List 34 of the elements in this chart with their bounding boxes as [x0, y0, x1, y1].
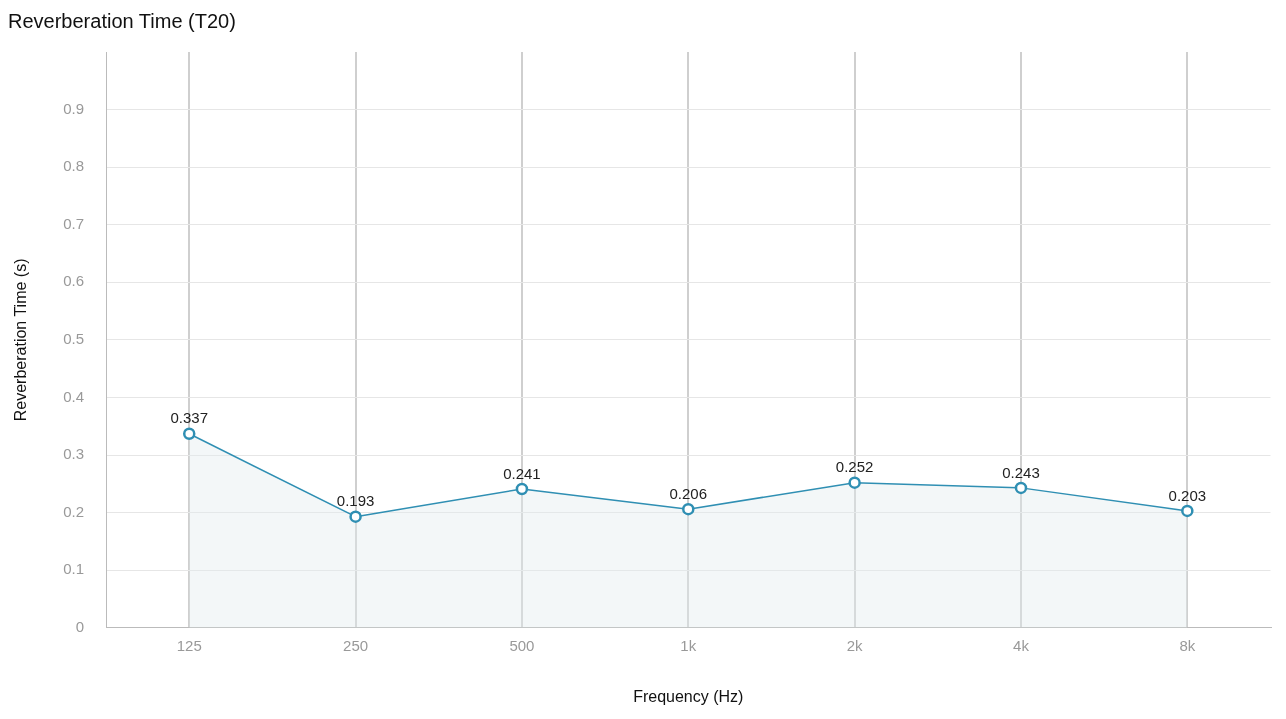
- data-label: 0.252: [835, 458, 874, 476]
- y-tick-label: 0.7: [63, 214, 85, 232]
- data-label: 0.203: [1168, 486, 1207, 504]
- x-axis-title: Frequency (Hz): [633, 687, 744, 705]
- y-tick-label: 0: [75, 617, 85, 635]
- data-label: 0.241: [503, 464, 541, 482]
- point: [182, 427, 196, 441]
- y-tick-label: 0.3: [63, 445, 85, 463]
- data-label: 0.206: [669, 484, 708, 502]
- data-label: 0.243: [1002, 463, 1040, 481]
- y-tick-label: 0.6: [63, 272, 85, 290]
- y-tick-label: 0.8: [63, 157, 85, 175]
- x-tick-label: 2k: [846, 636, 864, 654]
- point: [682, 502, 695, 516]
- x-tick-label: 1k: [680, 636, 697, 654]
- x-tick-label: 4k: [1013, 636, 1030, 654]
- x-tick-label: 500: [509, 636, 535, 654]
- x-tick-label: 250: [343, 636, 369, 654]
- point: [1014, 481, 1028, 495]
- y-tick-label: 0.4: [63, 387, 85, 405]
- x-tick-label: 125: [176, 636, 202, 654]
- y-axis-title: Reverberation Time (s): [12, 258, 30, 422]
- point: [515, 482, 529, 496]
- point: [848, 476, 861, 489]
- y-tick-label: 0.9: [63, 99, 85, 117]
- y-tick-label: 0.5: [63, 330, 85, 348]
- chart-title: Reverberation Time (T20): [8, 9, 236, 32]
- y-tick-label: 0.2: [63, 502, 85, 520]
- point: [1181, 504, 1194, 518]
- point: [349, 510, 362, 523]
- data-label: 0.193: [336, 492, 375, 510]
- y-tick-label: 0.1: [63, 560, 85, 578]
- data-label: 0.337: [170, 409, 208, 427]
- x-tick-label: 8k: [1179, 636, 1196, 654]
